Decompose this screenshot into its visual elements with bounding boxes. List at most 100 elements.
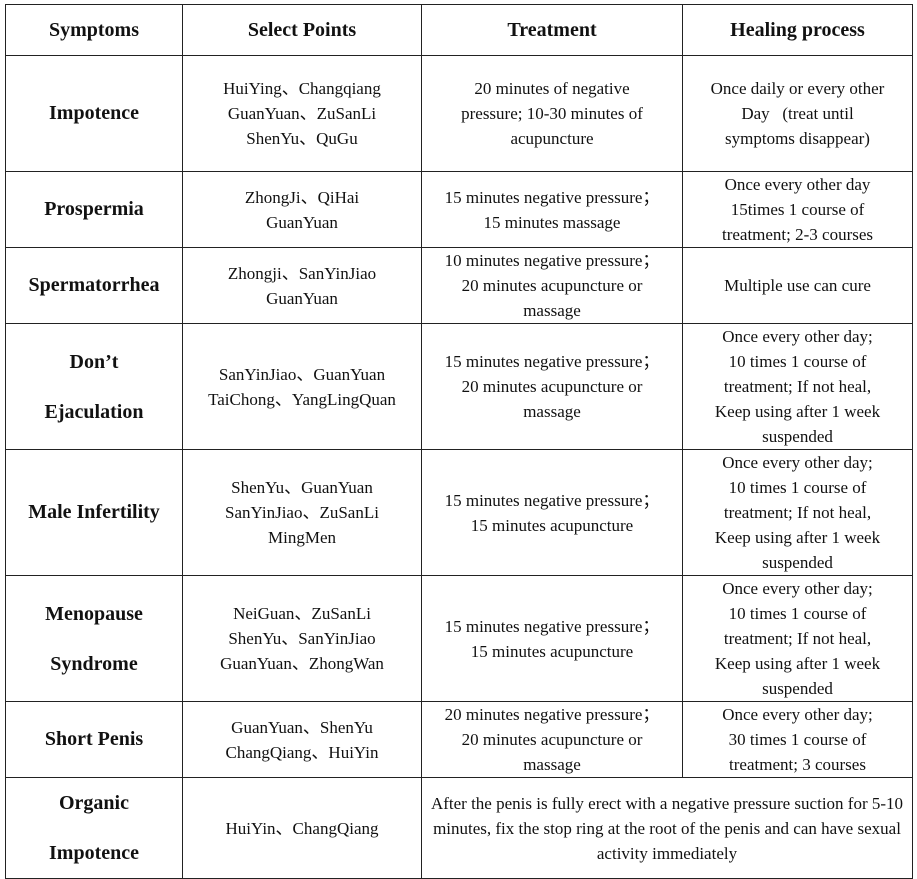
treatment-cell: 20 minutes of negative pressure; 10-30 mi… bbox=[421, 55, 683, 172]
treatment-cell-line: 20 minutes acupuncture or bbox=[461, 276, 643, 295]
symptom-cell: Spermatorrhea bbox=[5, 247, 183, 324]
points-cell-line: ShenYu、GuanYuan bbox=[231, 478, 373, 497]
points-cell-line: HuiYin、ChangQiang bbox=[225, 818, 379, 838]
points-cell: ZhongJi、QiHai GuanYuan bbox=[182, 171, 422, 248]
treatment-cell: 15 minutes negative pressure； 15 minutes … bbox=[421, 575, 683, 702]
healing-cell-line: treatment; If not heal, bbox=[723, 377, 872, 396]
symptom-cell: Short Penis bbox=[5, 701, 183, 778]
treatment-cell-line: acupuncture bbox=[510, 129, 594, 148]
merged-description-cell: After the penis is fully erect with a ne… bbox=[421, 777, 913, 879]
points-cell-line: NeiGuan、ZuSanLi bbox=[233, 604, 371, 623]
treatment-cell: 10 minutes negative pressure； 20 minutes … bbox=[421, 247, 683, 324]
symptom-cell: Impotence bbox=[5, 55, 183, 172]
treatment-cell-line: 15 minutes negative pressure； bbox=[444, 616, 660, 636]
healing-cell-line: Keep using after 1 week bbox=[714, 654, 881, 673]
healing-cell: Multiple use can cure bbox=[682, 247, 913, 324]
symptom-cell: Menopause Syndrome bbox=[5, 575, 183, 702]
healing-cell-line: Once every other day; bbox=[722, 327, 873, 346]
symptom-cell-line: Syndrome bbox=[50, 652, 138, 675]
healing-cell-line: Keep using after 1 week bbox=[714, 528, 881, 547]
healing-cell-line: 15times 1 course of bbox=[730, 200, 865, 219]
points-cell-line: GuanYuan bbox=[266, 212, 338, 232]
healing-cell-line: 30 times 1 course of bbox=[728, 730, 867, 749]
treatment-cell: 15 minutes negative pressure； 15 minutes … bbox=[421, 171, 683, 248]
treatment-cell: 20 minutes negative pressure； 20 minutes … bbox=[421, 701, 683, 778]
points-cell-line: MingMen bbox=[268, 528, 336, 547]
points-cell: HuiYin、ChangQiang bbox=[182, 777, 422, 879]
points-cell-line: GuanYuan、ZhongWan bbox=[220, 654, 384, 673]
header-healing-process: Healing process bbox=[682, 4, 913, 56]
symptom-cell-line: Menopause bbox=[45, 602, 143, 625]
healing-cell-line: suspended bbox=[762, 427, 833, 446]
symptom-cell-line: Impotence bbox=[49, 842, 139, 864]
header-select-points: Select Points bbox=[182, 4, 422, 56]
healing-cell-line: suspended bbox=[762, 553, 833, 572]
header-row: Symptoms Select Points Treatment Healing… bbox=[5, 4, 913, 56]
table-row: Don’t Ejaculation SanYinJiao、GuanYuan TaiCh… bbox=[5, 323, 913, 450]
table-row: Male Infertility ShenYu、GuanYuan SanYinJia… bbox=[5, 449, 913, 576]
treatment-cell: 15 minutes negative pressure； 20 minutes … bbox=[421, 323, 683, 450]
symptom-cell-line: Impotence bbox=[49, 102, 139, 124]
symptom-cell-line: Don’t bbox=[69, 350, 119, 373]
points-cell-line: ShenYu、SanYinJiao bbox=[228, 629, 376, 648]
healing-cell-line: Once every other day bbox=[724, 175, 871, 194]
symptom-cell-line: Spermatorrhea bbox=[28, 274, 160, 296]
points-cell: GuanYuan、ShenYu ChangQiang、HuiYin bbox=[182, 701, 422, 778]
healing-cell: Once every other day; 30 times 1 course o… bbox=[682, 701, 913, 778]
treatment-cell-line: 20 minutes negative pressure； bbox=[444, 705, 660, 724]
table-row: Organic Impotence HuiYin、ChangQiang After t… bbox=[5, 777, 913, 879]
treatment-cell: 15 minutes negative pressure； 15 minutes … bbox=[421, 449, 683, 576]
points-cell: HuiYing、Changqiang GuanYuan、ZuSanLi ShenYu… bbox=[182, 55, 422, 172]
table-body: Impotence HuiYing、Changqiang GuanYuan、ZuSa… bbox=[5, 55, 913, 879]
treatment-cell-line: massage bbox=[523, 301, 581, 320]
points-cell: Zhongji、SanYinJiao GuanYuan bbox=[182, 247, 422, 324]
healing-cell-line: treatment; 2-3 courses bbox=[721, 225, 874, 244]
points-cell-line: Zhongji、SanYinJiao bbox=[227, 263, 377, 283]
treatment-cell-line: massage bbox=[523, 755, 581, 774]
healing-cell-line: Keep using after 1 week bbox=[714, 402, 881, 421]
treatment-cell-line: 15 minutes acupuncture bbox=[470, 515, 634, 535]
healing-cell-line: suspended bbox=[762, 679, 833, 698]
symptom-cell-line: Organic bbox=[59, 792, 129, 814]
healing-cell-line: treatment; 3 courses bbox=[729, 755, 866, 774]
points-cell-line: GuanYuan bbox=[266, 288, 338, 308]
table-row: Menopause Syndrome NeiGuan、ZuSanLi ShenYu、S… bbox=[5, 575, 913, 702]
healing-cell-line: Once every other day; bbox=[722, 453, 873, 472]
healing-cell: Once every other day; 10 times 1 course o… bbox=[682, 449, 913, 576]
healing-cell: Once every other day; 10 times 1 course o… bbox=[682, 323, 913, 450]
healing-cell: Once every other day 15times 1 course of t… bbox=[682, 171, 913, 248]
healing-cell-line: Once daily or every other bbox=[710, 79, 885, 98]
healing-cell: Once daily or every other Day (treat unti… bbox=[682, 55, 913, 172]
header-symptoms: Symptoms bbox=[5, 4, 183, 56]
table-row: Impotence HuiYing、Changqiang GuanYuan、ZuSa… bbox=[5, 55, 913, 172]
treatment-cell-line: 15 minutes negative pressure； bbox=[444, 187, 660, 207]
healing-cell-line: 10 times 1 course of bbox=[728, 352, 867, 371]
symptom-cell-line: Short Penis bbox=[44, 728, 144, 750]
treatment-cell-line: 15 minutes negative pressure； bbox=[444, 490, 660, 510]
treatment-cell-line: 10 minutes negative pressure； bbox=[444, 251, 660, 270]
points-cell-line: HuiYing、Changqiang bbox=[223, 79, 381, 98]
points-cell-line: TaiChong、YangLingQuan bbox=[208, 389, 396, 409]
header-treatment: Treatment bbox=[421, 4, 683, 56]
healing-cell-line: Once every other day; bbox=[722, 579, 873, 598]
treatment-cell-line: 20 minutes acupuncture or bbox=[461, 730, 643, 749]
treatment-cell-line: massage bbox=[523, 402, 581, 421]
healing-cell-line: Multiple use can cure bbox=[724, 276, 871, 295]
healing-cell: Once every other day; 10 times 1 course o… bbox=[682, 575, 913, 702]
points-cell-line: ShenYu、QuGu bbox=[246, 129, 358, 148]
healing-cell-line: Once every other day; bbox=[722, 705, 873, 724]
points-cell: ShenYu、GuanYuan SanYinJiao、ZuSanLi MingMen bbox=[182, 449, 422, 576]
points-cell-line: ZhongJi、QiHai bbox=[244, 187, 360, 207]
treatment-cell-line: pressure; 10-30 minutes of bbox=[461, 104, 643, 123]
acupuncture-treatment-table: Symptoms Select Points Treatment Healing… bbox=[5, 4, 913, 879]
healing-cell-line: treatment; If not heal, bbox=[723, 503, 872, 522]
points-cell-line: SanYinJiao、ZuSanLi bbox=[225, 503, 379, 522]
merged-description-text: After the penis is fully erect with a ne… bbox=[430, 793, 904, 863]
healing-cell-line: 10 times 1 course of bbox=[728, 478, 867, 497]
table-row: Short Penis GuanYuan、ShenYu ChangQiang、Hui… bbox=[5, 701, 913, 778]
symptom-cell: Organic Impotence bbox=[5, 777, 183, 879]
healing-cell-line: treatment; If not heal, bbox=[723, 629, 872, 648]
treatment-cell-line: 15 minutes acupuncture bbox=[470, 641, 634, 661]
symptom-cell-line: Ejaculation bbox=[44, 400, 144, 423]
symptom-cell: Prospermia bbox=[5, 171, 183, 248]
